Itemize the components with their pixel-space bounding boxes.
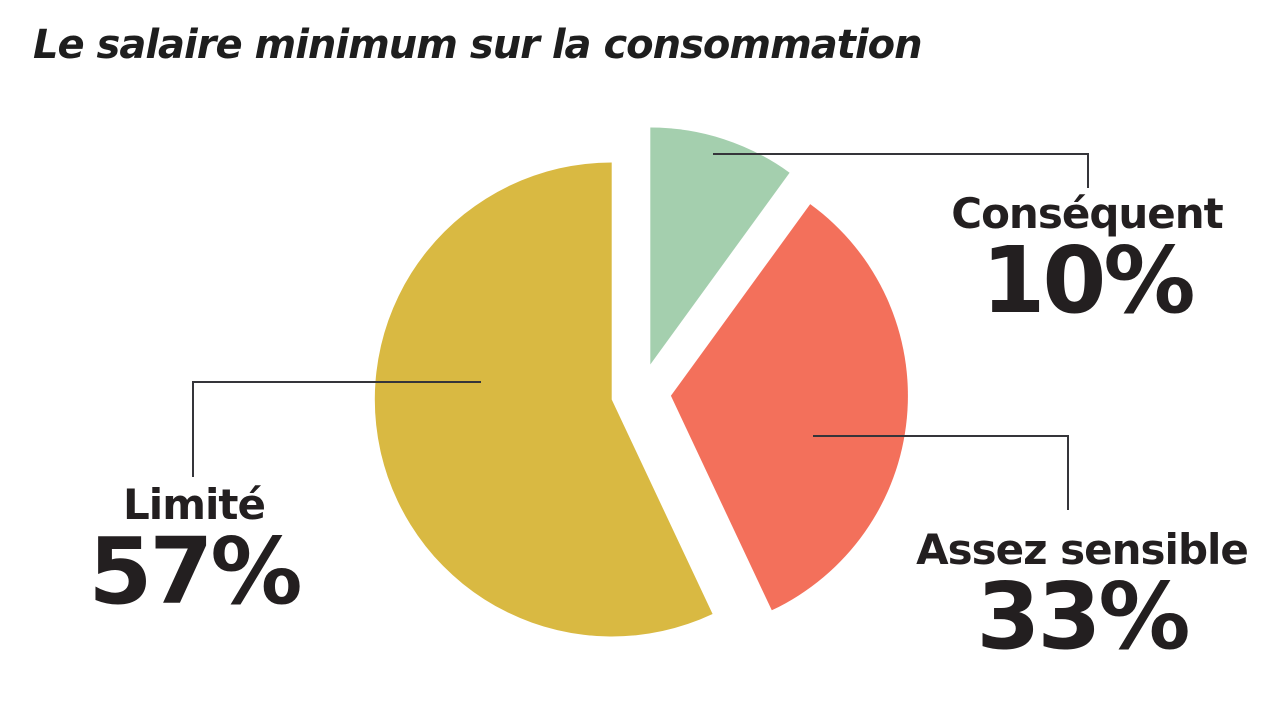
slice-label-limite: Limité bbox=[123, 480, 266, 529]
leader-line-limite bbox=[192, 381, 481, 477]
pie-slice-limite bbox=[374, 162, 713, 637]
slice-value-assez-sensible: 33% bbox=[976, 562, 1190, 670]
leader-line-assez-sensible bbox=[813, 435, 1069, 510]
callout-assez-sensible: Assez sensible 33% bbox=[916, 525, 1249, 670]
chart-title: Le salaire minimum sur la consommation bbox=[33, 22, 923, 68]
slice-label-assez-sensible: Assez sensible bbox=[916, 525, 1249, 574]
slice-label-consequent: Conséquent bbox=[951, 189, 1223, 238]
leader-lines bbox=[192, 153, 1089, 510]
callout-limite: Limité 57% bbox=[88, 480, 302, 625]
slice-value-limite: 57% bbox=[88, 517, 302, 625]
callout-consequent: Conséquent 10% bbox=[951, 189, 1223, 334]
pie-slices bbox=[374, 127, 908, 637]
pie-slice-consequent bbox=[650, 127, 790, 365]
pie-slice-assez-sensible bbox=[670, 204, 908, 611]
slice-value-consequent: 10% bbox=[981, 226, 1195, 334]
leader-line-consequent bbox=[713, 153, 1089, 188]
